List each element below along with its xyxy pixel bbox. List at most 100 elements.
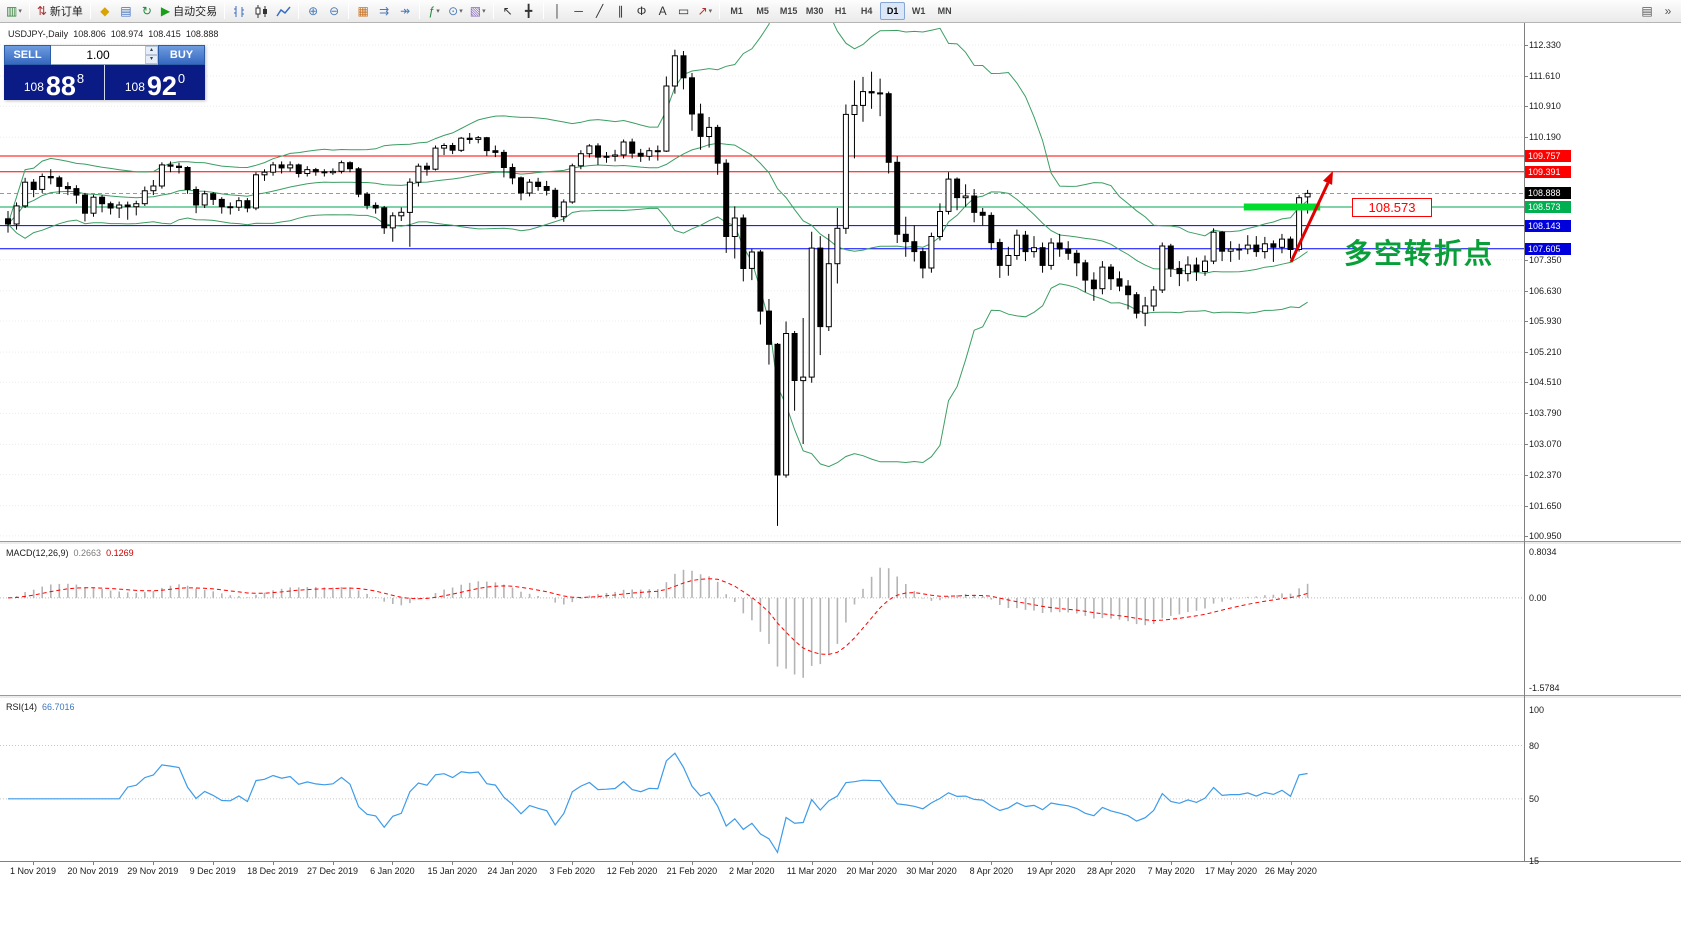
- toolbar-separator: [492, 3, 494, 19]
- line-chart-button[interactable]: [273, 1, 294, 21]
- new-order-button[interactable]: ⇅ 新订单: [34, 1, 86, 21]
- zoom-in-button[interactable]: ⊕: [303, 1, 323, 21]
- y-tick-mark: [1524, 382, 1528, 384]
- market-watch-icon: ▤: [120, 4, 132, 18]
- price-axis-line: [1524, 23, 1525, 861]
- buy-button[interactable]: BUY: [158, 45, 205, 65]
- metaeditor-button[interactable]: ◆: [95, 1, 115, 21]
- rsi-indicator-label: RSI(14) 66.7016: [6, 702, 80, 712]
- timeframe-button-D1[interactable]: D1: [880, 2, 906, 20]
- label-button[interactable]: ▭: [674, 1, 694, 21]
- vertical-line-button[interactable]: │: [548, 1, 568, 21]
- arrows-button[interactable]: ↗ ▾: [695, 1, 716, 21]
- horizontal-line-button[interactable]: ─: [569, 1, 589, 21]
- bar-chart-button[interactable]: [229, 1, 250, 21]
- cursor-button[interactable]: ↖: [498, 1, 518, 21]
- fibonacci-button[interactable]: Φ: [632, 1, 652, 21]
- trade-panel-header: SELL ▴ ▾ BUY: [4, 45, 205, 65]
- price-callout-label: 108.573: [1352, 198, 1432, 217]
- x-date-label: 1 Nov 2019: [9, 866, 57, 876]
- timeframe-button-W1[interactable]: W1: [906, 2, 931, 20]
- crosshair-button[interactable]: ╋: [519, 1, 539, 21]
- lot-size-input[interactable]: [51, 46, 145, 64]
- sell-price-pips: 88: [45, 71, 76, 101]
- text-icon: A: [658, 4, 667, 18]
- macd-tick-label: -1.5784: [1529, 682, 1560, 693]
- lot-down-button[interactable]: ▾: [145, 55, 158, 64]
- chevron-right-icon: »: [1664, 4, 1672, 18]
- toolbar-separator: [348, 3, 350, 19]
- x-tick-mark: [452, 861, 454, 865]
- panel-separator[interactable]: [0, 541, 1681, 545]
- buy-price-display[interactable]: 108 92 0: [105, 65, 205, 100]
- x-date-label: 15 Jan 2020: [427, 866, 478, 876]
- market-watch-button[interactable]: ▤: [116, 1, 136, 21]
- price-tag: 109.757: [1525, 149, 1571, 162]
- lot-up-button[interactable]: ▴: [145, 46, 158, 55]
- rsi-panel-canvas[interactable]: [0, 699, 1524, 861]
- rsi-name: RSI(14): [6, 702, 38, 712]
- sell-price-display[interactable]: 108 88 8: [4, 65, 104, 100]
- candlestick-chart-icon: [255, 4, 268, 18]
- auto-scroll-button[interactable]: ⇉: [374, 1, 394, 21]
- tile-windows-button[interactable]: ▦: [353, 1, 373, 21]
- data-window-button[interactable]: ▤: [1637, 1, 1657, 21]
- panel-separator[interactable]: [0, 695, 1681, 699]
- zoom-out-button[interactable]: ⊖: [324, 1, 344, 21]
- main-chart-canvas[interactable]: [0, 23, 1524, 541]
- templates-button[interactable]: ▧ ▾: [467, 1, 489, 21]
- horizontal-line-icon: ─: [574, 4, 583, 18]
- trendline-button[interactable]: ╱: [590, 1, 610, 21]
- y-tick-label: 105.210: [1529, 347, 1562, 358]
- timeframe-button-MN[interactable]: MN: [932, 2, 957, 20]
- lot-size-control: ▴ ▾: [51, 45, 158, 65]
- toolbar: ▥ ▾ ⇅ 新订单 ◆ ▤ ↻ ▶ 自动交易 ⊕ ⊖ ▦ ⇉ ↠ ƒ ▾ ⊙ ▾ ▧ ▾ ↖ ╋ │ ─ ╱ ∥ Φ A ▭ ↗ ▾ M1 M5…: [0, 0, 1681, 23]
- macd-tick-label: 0.8034: [1529, 547, 1557, 557]
- vertical-line-icon: │: [553, 4, 562, 18]
- new-chart-button[interactable]: ▥ ▾: [3, 1, 25, 21]
- timeframe-button-M5[interactable]: M5: [750, 2, 775, 20]
- zoom-in-icon: ⊕: [308, 4, 319, 18]
- trendline-icon: ╱: [595, 4, 604, 18]
- channel-button[interactable]: ∥: [611, 1, 631, 21]
- dropdown-caret-icon: ▾: [482, 8, 486, 15]
- timeframe-button-M30[interactable]: M30: [802, 2, 827, 20]
- sell-button[interactable]: SELL: [4, 45, 51, 65]
- x-tick-mark: [1171, 861, 1173, 865]
- y-tick-label: 104.510: [1529, 377, 1562, 388]
- chart-shift-button[interactable]: ↠: [395, 1, 415, 21]
- y-tick-label: 103.070: [1529, 439, 1562, 450]
- toolbar-more-button[interactable]: »: [1658, 1, 1678, 21]
- timeframe-button-H1[interactable]: H1: [828, 2, 853, 20]
- timeframe-button-M15[interactable]: M15: [776, 2, 801, 20]
- refresh-icon: ↻: [141, 4, 152, 18]
- y-tick-label: 110.910: [1529, 101, 1561, 112]
- y-tick-mark: [1524, 444, 1528, 446]
- rsi-tick-label: 15: [1529, 856, 1540, 866]
- macd-panel-canvas[interactable]: [0, 545, 1524, 695]
- y-tick-mark: [1524, 352, 1528, 354]
- x-tick-mark: [991, 861, 993, 865]
- cursor-arrow-icon: ↖: [502, 4, 513, 18]
- periods-button[interactable]: ⊙ ▾: [445, 1, 466, 21]
- autotrading-button[interactable]: ▶ 自动交易: [158, 1, 220, 21]
- x-tick-mark: [512, 861, 514, 865]
- metaeditor-icon: ◆: [100, 4, 110, 18]
- macd-indicator-label: MACD(12,26,9) 0.2663 0.1269: [6, 548, 139, 558]
- text-button[interactable]: A: [653, 1, 673, 21]
- timeframe-button-H4[interactable]: H4: [854, 2, 879, 20]
- macd-signal-value: 0.1269: [106, 548, 134, 558]
- y-tick-mark: [1524, 413, 1528, 415]
- timeframe-button-M1[interactable]: M1: [724, 2, 749, 20]
- x-tick-mark: [1231, 861, 1232, 865]
- price-tag: 108.888: [1525, 187, 1571, 200]
- fibonacci-icon: Φ: [636, 4, 647, 18]
- indicators-icon: ƒ: [428, 4, 436, 18]
- navigator-button[interactable]: ↻: [137, 1, 157, 21]
- indicators-button[interactable]: ƒ ▾: [424, 1, 444, 21]
- candlestick-chart-button[interactable]: [251, 1, 272, 21]
- line-chart-icon: [276, 6, 291, 16]
- x-date-label: 18 Dec 2019: [247, 866, 299, 876]
- buy-price-figure: 108: [124, 80, 145, 94]
- symbol-period-label: USDJPY-,Daily: [8, 29, 69, 39]
